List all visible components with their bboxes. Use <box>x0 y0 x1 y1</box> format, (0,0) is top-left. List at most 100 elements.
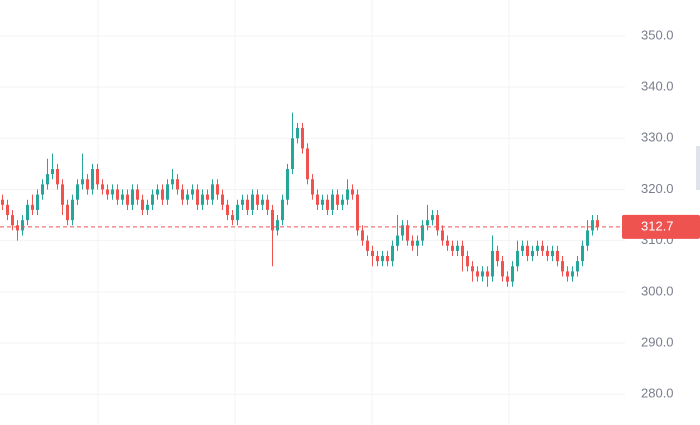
candle-body <box>166 184 169 200</box>
candle-body <box>461 245 464 257</box>
candle-body <box>386 256 389 262</box>
candle-body <box>151 194 154 205</box>
candle-body <box>426 220 429 226</box>
candle-body <box>466 256 469 267</box>
candle-body <box>326 199 329 210</box>
candle-body <box>581 245 584 262</box>
candle-body <box>556 250 559 262</box>
candle-body <box>416 240 419 246</box>
candle-body <box>11 215 14 226</box>
candle-body <box>91 168 94 190</box>
candle-body <box>41 184 44 195</box>
candle-body <box>566 271 569 277</box>
candle-body <box>491 250 494 277</box>
candle-body <box>301 128 304 149</box>
candle-body <box>216 184 219 195</box>
candle-body <box>351 189 354 195</box>
candle-body <box>381 256 384 262</box>
candle-body <box>181 189 184 200</box>
candle-body <box>521 245 524 251</box>
candle-body <box>271 209 274 231</box>
candle-body <box>261 199 264 205</box>
y-tick-label: 300.0 <box>641 283 674 298</box>
candle-body <box>171 179 174 185</box>
candle-body <box>456 245 459 251</box>
candle-body <box>306 148 309 180</box>
time-grid <box>97 0 510 425</box>
candle-body <box>406 225 409 241</box>
candle-body <box>126 194 129 205</box>
candle-body <box>36 194 39 210</box>
y-tick-label: 330.0 <box>641 130 674 145</box>
candle-body <box>376 256 379 262</box>
candle-body <box>516 250 519 267</box>
candle-body <box>106 189 109 195</box>
side-tab <box>696 146 700 190</box>
candle-body <box>96 168 99 185</box>
candle-body <box>511 266 514 282</box>
candle-body <box>21 220 24 231</box>
candle-body <box>366 240 369 251</box>
candle-body <box>561 261 564 272</box>
candle-body <box>156 189 159 195</box>
candle-body <box>551 250 554 257</box>
candle-body <box>311 179 314 195</box>
candle-body <box>211 184 214 200</box>
candle-body <box>161 189 164 200</box>
candle-body <box>346 189 349 200</box>
candle-body <box>76 184 79 200</box>
candle-body <box>256 194 259 205</box>
last-price-box <box>622 214 700 239</box>
candle-body <box>226 204 229 216</box>
candle-body <box>81 179 84 185</box>
candle-body <box>356 194 359 231</box>
candle-body <box>316 194 319 205</box>
candle-body <box>396 235 399 246</box>
candle-body <box>206 194 209 200</box>
y-tick-label: 320.0 <box>641 181 674 196</box>
candle-body <box>391 245 394 262</box>
candle-body <box>526 245 529 257</box>
candle-body <box>266 199 269 210</box>
candle-body <box>486 271 489 277</box>
candle-body <box>476 271 479 277</box>
candle-body <box>71 199 74 221</box>
candle-body <box>121 194 124 200</box>
candle-body <box>231 215 234 221</box>
candle-body <box>111 189 114 195</box>
candle-body <box>286 168 289 200</box>
candle-body <box>546 250 549 257</box>
candle-body <box>136 189 139 200</box>
candle-body <box>291 138 294 169</box>
candle-body <box>586 230 589 246</box>
candle-body <box>61 184 64 205</box>
candle-body <box>281 199 284 221</box>
y-tick-label: 350.0 <box>641 27 674 42</box>
candle-body <box>146 204 149 210</box>
candle-body <box>296 128 299 139</box>
candle-body <box>1 199 4 205</box>
candle-body <box>371 250 374 257</box>
candle-body <box>471 266 474 272</box>
candle-body <box>236 204 239 221</box>
candle-body <box>571 271 574 277</box>
candle-body <box>431 215 434 221</box>
candle-body <box>341 199 344 205</box>
candle-body <box>591 220 594 231</box>
candle-body <box>26 204 29 221</box>
candle-body <box>31 204 34 210</box>
candle-body <box>251 194 254 210</box>
candle-body <box>191 189 194 195</box>
candle-body <box>331 194 334 210</box>
candle-body <box>501 261 504 277</box>
candle-body <box>116 189 119 200</box>
candle-body <box>101 184 104 190</box>
candle-body <box>186 194 189 200</box>
candle-body <box>56 168 59 185</box>
candle-body <box>576 261 579 272</box>
candle-body <box>536 245 539 251</box>
candle-body <box>436 215 439 231</box>
last-price-label: 312.7 <box>641 218 674 233</box>
candle-body <box>46 174 49 185</box>
candle-body <box>411 240 414 246</box>
